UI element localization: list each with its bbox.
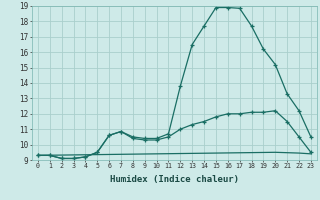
X-axis label: Humidex (Indice chaleur): Humidex (Indice chaleur) [110, 175, 239, 184]
